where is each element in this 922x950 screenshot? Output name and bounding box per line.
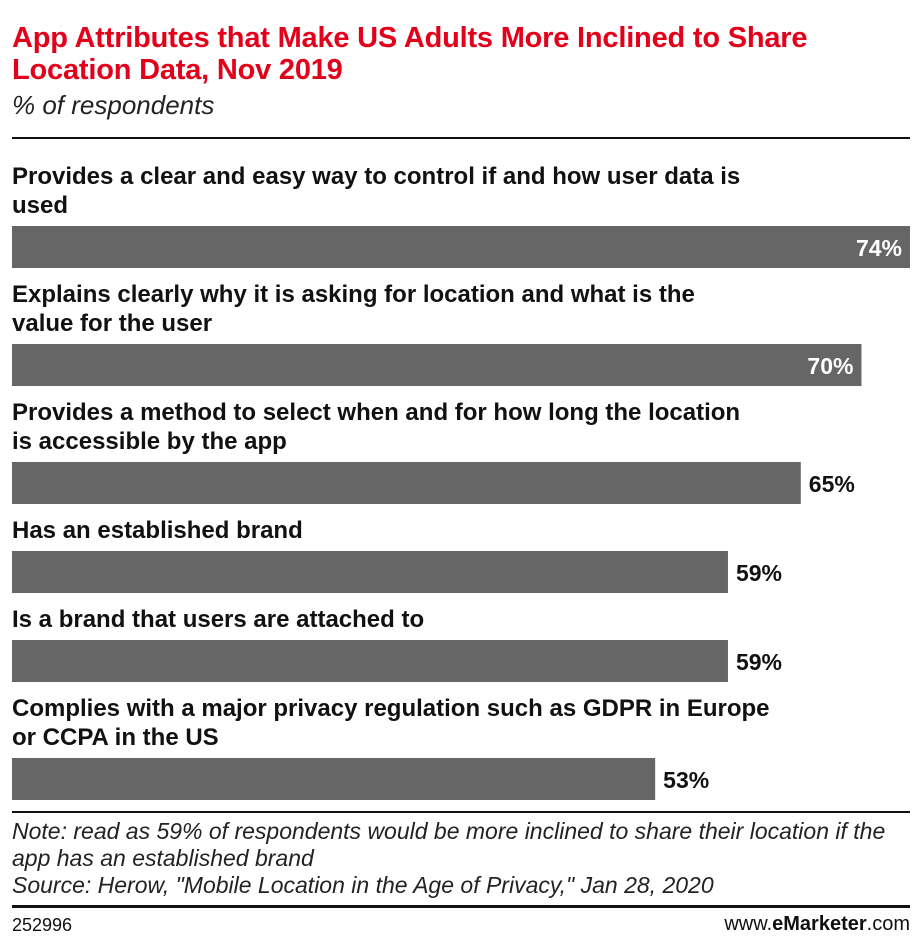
chart-footnote: Note: read as 59% of respondents would b… — [12, 818, 910, 899]
header-divider — [12, 137, 910, 139]
footer-divider — [12, 811, 910, 813]
bar-group: Explains clearly why it is asking for lo… — [12, 281, 862, 386]
brand-suffix: .com — [866, 913, 910, 935]
brand-logo[interactable]: www.eMarketer.com — [724, 913, 910, 936]
bar — [12, 551, 728, 593]
chart-title: App Attributes that Make US Adults More … — [12, 22, 808, 86]
bar — [12, 344, 862, 386]
bar-group: Complies with a major privacy regulation… — [12, 695, 770, 800]
value-label: 70% — [807, 353, 853, 379]
bar — [12, 226, 910, 268]
bar-group: Provides a clear and easy way to control… — [12, 163, 910, 268]
chart-header: App Attributes that Make US Adults More … — [12, 0, 912, 120]
bar-group: Has an established brand 59% — [12, 517, 782, 593]
value-label: 65% — [809, 471, 855, 497]
value-label: 74% — [856, 235, 902, 261]
bar-group: Provides a method to select when and for… — [12, 399, 855, 504]
value-label: 59% — [736, 560, 782, 586]
category-label: Provides a clear and easy way to control… — [12, 163, 740, 219]
chart-id: 252996 — [12, 915, 73, 935]
category-label: Provides a method to select when and for… — [12, 399, 740, 455]
bar — [12, 640, 728, 682]
brand-bold: eMarketer — [772, 913, 867, 935]
bar-group: Is a brand that users are attached to 59% — [12, 606, 782, 682]
bar — [12, 462, 801, 504]
source-text: Source: Herow, "Mobile Location in the A… — [12, 872, 714, 898]
brand-prefix: www. — [724, 913, 773, 935]
category-label: Explains clearly why it is asking for lo… — [12, 281, 695, 337]
category-label: Has an established brand — [12, 517, 303, 544]
value-label: 53% — [663, 767, 709, 793]
category-label: Complies with a major privacy regulation… — [12, 695, 770, 751]
bar — [12, 758, 656, 800]
category-label: Is a brand that users are attached to — [12, 606, 424, 633]
note-text: Note: read as 59% of respondents would b… — [12, 818, 886, 871]
value-label: 59% — [736, 649, 782, 675]
bottom-divider — [12, 905, 910, 908]
bar-chart: Provides a clear and easy way to control… — [12, 163, 910, 800]
chart-subtitle: % of respondents — [12, 90, 215, 120]
